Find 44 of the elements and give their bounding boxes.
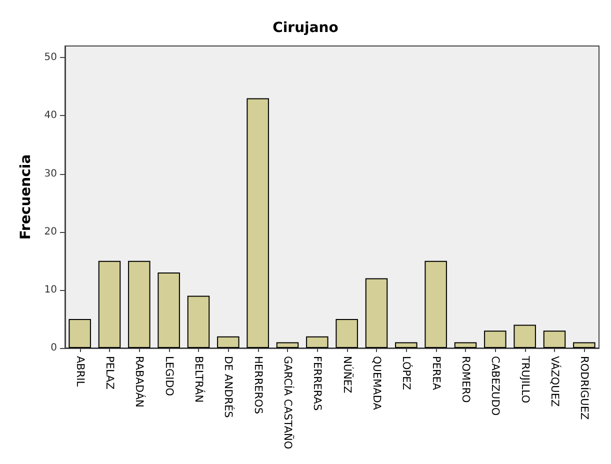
x-tick-label: HERREROS: [252, 356, 264, 414]
bar: [158, 272, 180, 348]
x-tick-label: PEREA: [430, 356, 442, 391]
bar: [543, 330, 566, 348]
x-tick-label: VÁZQUEZ: [548, 356, 562, 407]
bar: [336, 318, 358, 348]
x-tick-label: FERRERAS: [311, 356, 324, 411]
bar: [217, 336, 240, 348]
y-tick-label: 0: [50, 342, 57, 354]
bar: [68, 318, 91, 348]
x-tick-label: TRUJILLO: [518, 355, 531, 404]
bar: [276, 342, 299, 348]
bar: [424, 260, 447, 348]
x-tick-label: BELTRÁN: [192, 356, 206, 403]
bar: [187, 296, 210, 348]
bar: [365, 278, 388, 348]
x-tick-label: LEGIDO: [162, 356, 175, 396]
x-tick-label: QUEMADA: [370, 356, 382, 411]
x-tick-label: CABEZUDO: [489, 356, 502, 416]
y-tick-label: 50: [44, 52, 57, 64]
x-tick-label: LÓPEZ: [400, 356, 414, 390]
bar: [246, 98, 269, 348]
x-tick-label: ROMERO: [460, 356, 472, 403]
x-tick-label: RABADÁN: [133, 356, 146, 408]
chart-title: Cirujano: [272, 20, 339, 36]
y-tick-label: 40: [44, 110, 57, 122]
y-tick-label: 30: [44, 168, 57, 180]
x-tick-label: RODRÍGUEZ: [578, 356, 592, 420]
x-tick-label: GARCÍA CASTAÑO: [282, 356, 294, 450]
y-tick-label: 20: [44, 226, 57, 238]
x-tick-label: ABRIL: [74, 356, 86, 387]
bar: [484, 330, 506, 348]
bar: [306, 336, 328, 348]
bar: [514, 324, 536, 348]
x-tick-label: DE ANDRÉS: [222, 356, 236, 418]
bar: [454, 342, 477, 348]
x-tick-label: NÚÑEZ: [340, 356, 354, 394]
y-tick-label: 10: [44, 284, 57, 296]
y-axis-title: Frecuencia: [18, 154, 34, 240]
bar: [98, 260, 121, 348]
bar: [128, 260, 150, 348]
bar: [395, 342, 418, 348]
bar: [573, 342, 596, 348]
x-tick-label: PELAZ: [104, 356, 116, 390]
